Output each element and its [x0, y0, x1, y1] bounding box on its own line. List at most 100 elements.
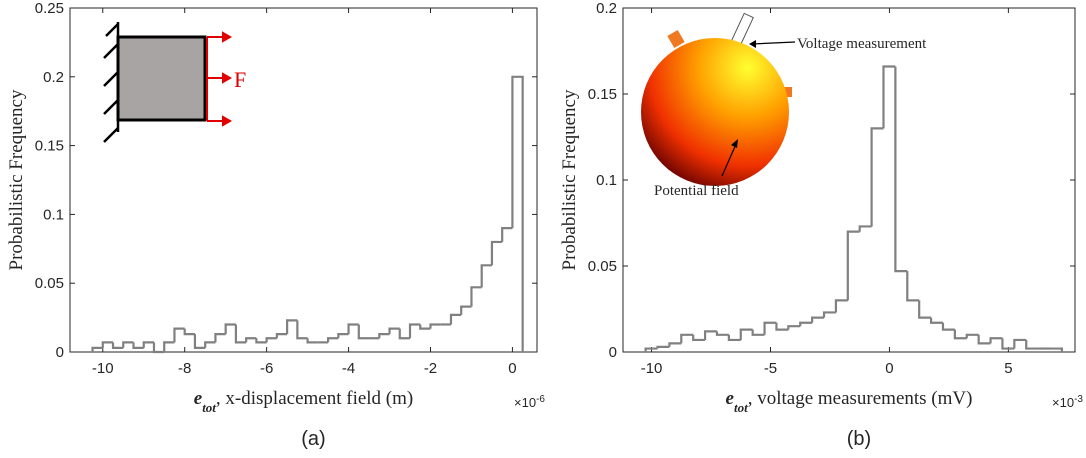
x-tick-label: -8: [178, 360, 191, 377]
histogram-bin: [142, 341, 154, 348]
histogram-bin: [715, 331, 729, 336]
force-label: F: [234, 67, 246, 92]
histogram-bin: [787, 325, 801, 330]
histogram-bin: [953, 329, 967, 340]
y-tick-label: 0.05: [35, 275, 64, 292]
histogram-bin: [882, 65, 896, 129]
inset-sphere: Voltage measurement Potential field: [641, 12, 927, 199]
x-tick-label: -2: [424, 360, 437, 377]
histogram-bin: [101, 341, 114, 348]
x-tick-label: 0: [885, 360, 893, 377]
histogram-bin: [490, 240, 503, 266]
histogram-bin: [1025, 339, 1039, 350]
histogram-bin: [870, 127, 884, 227]
histogram-bin: [419, 324, 431, 330]
y-tick-label: 0.1: [596, 172, 617, 189]
histogram-bin: [306, 338, 318, 344]
caption: (b): [847, 428, 871, 450]
histogram-bin: [680, 333, 694, 344]
histogram-bin: [929, 317, 943, 324]
inset-diagram: F: [103, 22, 246, 143]
histogram-bin: [357, 324, 370, 340]
x-tick-label: -10: [92, 360, 114, 377]
histogram-bin: [245, 337, 257, 343]
histogram-bin: [846, 230, 860, 301]
y-tick-label: 0.25: [35, 0, 64, 17]
histogram-bin: [834, 299, 848, 313]
histogram-bin: [511, 75, 524, 352]
histogram-bin: [255, 338, 267, 344]
histogram-bin: [132, 342, 144, 349]
histogram-bin: [183, 328, 195, 336]
x-axis-label: etot, x-displacement field (m): [194, 388, 414, 415]
x-tick-label: 0: [508, 360, 516, 377]
histogram-bin: [286, 319, 298, 335]
histogram-bin: [111, 342, 124, 349]
x-axis-label: etot, voltage measurements (mV): [726, 388, 973, 415]
caption: (a): [301, 428, 325, 450]
histogram-bin: [918, 300, 932, 319]
histogram-bin: [265, 337, 277, 343]
histogram-bin: [763, 321, 777, 335]
histogram-bin: [989, 337, 1003, 344]
histogram-bin: [692, 334, 706, 342]
y-axis-label: Probabilistic Frequency: [6, 89, 27, 270]
histogram-bin: [408, 323, 421, 339]
x-axis-symbol: e: [726, 388, 735, 409]
histogram-bin: [822, 311, 836, 318]
histogram-bin: [656, 345, 670, 349]
histogram-bin: [703, 330, 717, 340]
x-tick-label: -5: [764, 360, 777, 377]
histogram-bin: [296, 320, 308, 340]
histogram-bin: [965, 333, 979, 339]
annotation: Potential field: [654, 183, 739, 199]
histogram-bin: [1050, 347, 1064, 352]
y-tick-label: 0.2: [43, 69, 64, 86]
histogram-bin: [388, 327, 400, 335]
histogram-bin: [326, 337, 339, 343]
hatch: [103, 22, 120, 143]
x-tick-label: -4: [342, 360, 355, 377]
histogram-bin: [173, 327, 185, 343]
histogram-bin: [193, 334, 206, 349]
histogram-bin: [152, 342, 165, 354]
histogram-bin: [398, 328, 411, 340]
sphere: [641, 38, 789, 186]
histogram-bin: [337, 333, 349, 339]
histogram-bin: [739, 328, 753, 340]
y-tick-label: 0.2: [596, 0, 617, 17]
y-tick-label: 0: [56, 344, 64, 361]
histogram-bin: [378, 333, 390, 339]
histogram-bin: [906, 271, 920, 302]
x-axis-text: , x-displacement field (m): [216, 388, 413, 409]
histogram-bin: [727, 334, 741, 342]
multiplier-base: ×10: [1052, 395, 1074, 410]
y-tick-label: 0.15: [35, 138, 64, 155]
y-tick-label: 0.15: [588, 86, 617, 103]
histogram-bin: [977, 334, 991, 345]
histogram-bin: [122, 341, 134, 348]
x-tick-label: -6: [260, 360, 273, 377]
x-axis-subscript: tot: [734, 400, 748, 415]
annotation: Voltage measurement: [797, 36, 927, 52]
histogram-bin: [941, 322, 955, 331]
histogram-bin: [204, 341, 216, 348]
histogram-bin: [894, 66, 908, 273]
multiplier-base: ×10: [514, 395, 536, 410]
x-multiplier: ×10-6: [514, 394, 545, 411]
multiplier-exponent: -6: [536, 394, 545, 405]
histogram-bin: [775, 322, 789, 331]
histogram-bin: [501, 227, 513, 242]
histogram-bin: [449, 313, 462, 325]
histogram-bin: [214, 333, 226, 343]
y-tick-label: 0: [609, 344, 617, 361]
x-axis-subscript: tot: [202, 400, 216, 415]
histogram-bin: [858, 225, 872, 232]
histogram-bin: [275, 333, 288, 339]
y-tick-label: 0.05: [588, 258, 617, 275]
histogram-bin: [429, 323, 441, 329]
histogram-bin: [1013, 338, 1027, 349]
histogram-bin: [751, 329, 765, 336]
y-axis-label: Probabilistic Frequency: [559, 89, 580, 270]
